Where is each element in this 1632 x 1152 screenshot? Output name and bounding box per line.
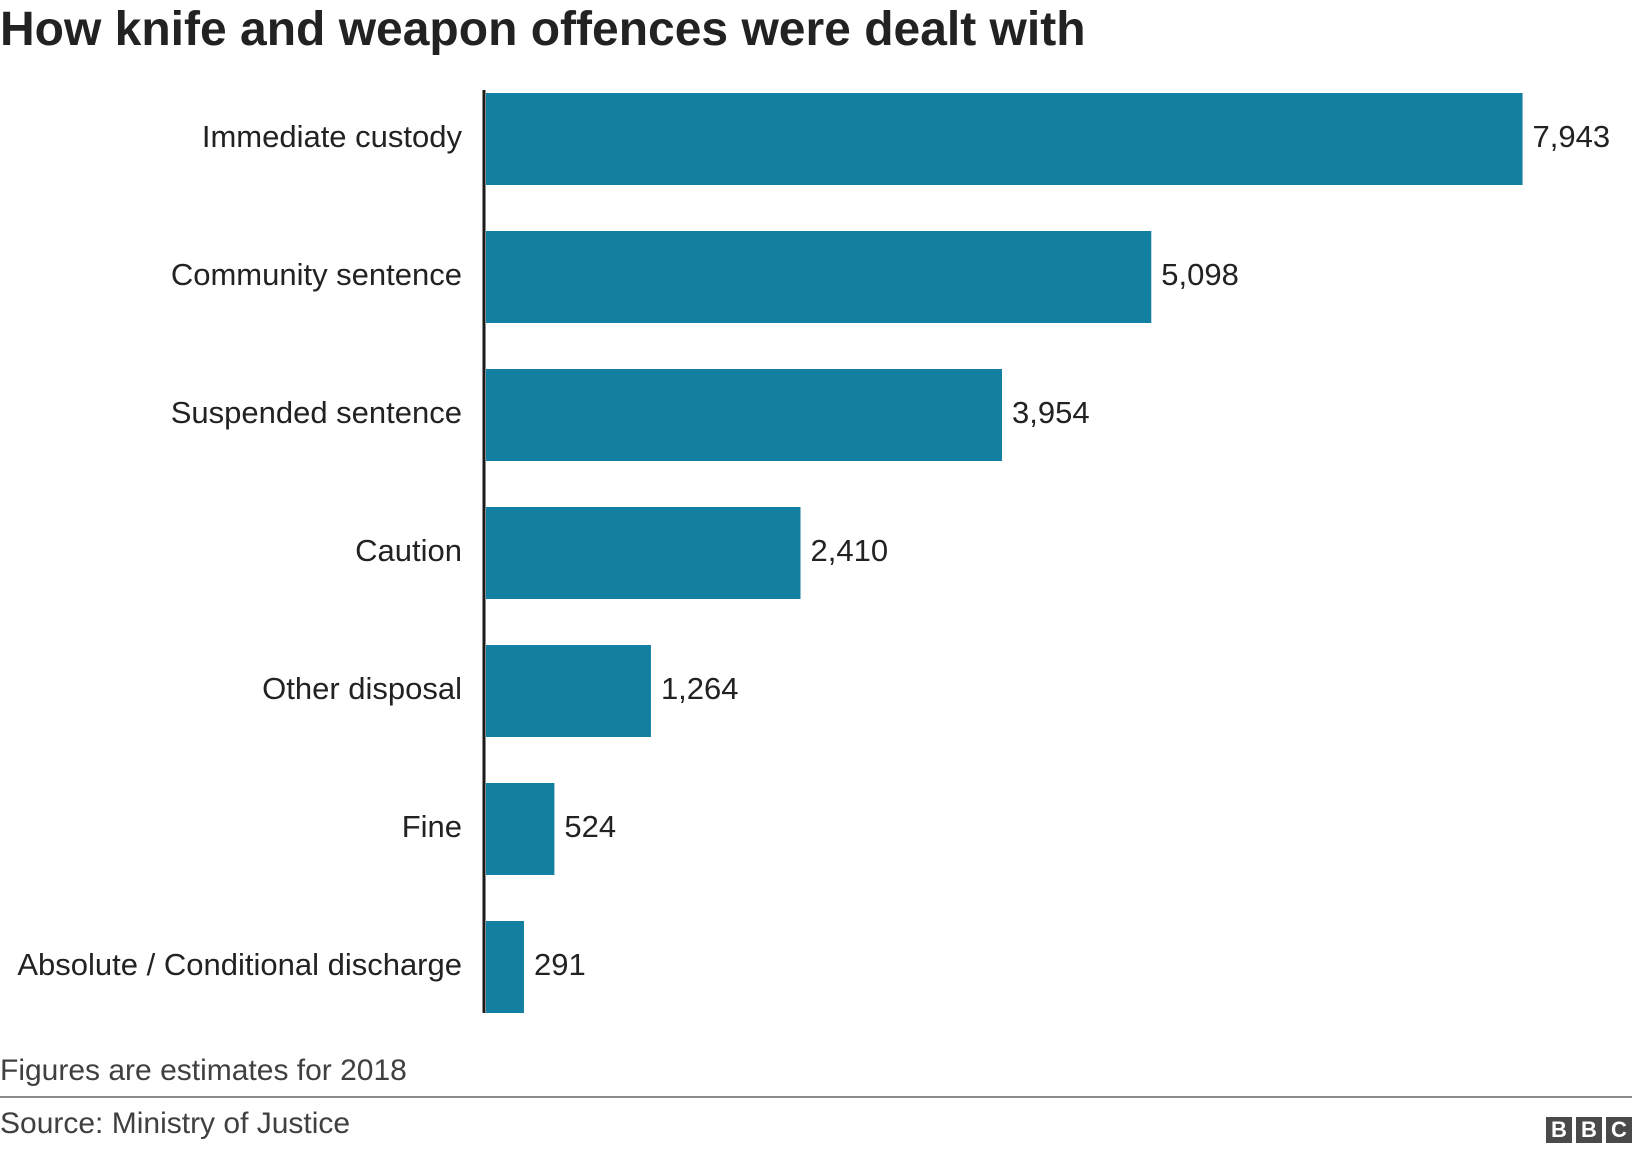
value-label: 524 (564, 809, 616, 844)
category-label: Caution (355, 533, 462, 568)
chart-source: Source: Ministry of Justice (0, 1107, 351, 1140)
bar (486, 231, 1152, 323)
bbc-logo-letter: B (1576, 1117, 1602, 1143)
value-label: 7,943 (1533, 119, 1611, 154)
bar (486, 93, 1523, 185)
bar-chart: Immediate custody 7,943 Community sentence… (17, 90, 1610, 1013)
bars-layer: Immediate custody 7,943 Community sentence… (17, 93, 1610, 1013)
category-label: Other disposal (262, 671, 462, 706)
value-label: 3,954 (1012, 395, 1090, 430)
category-label: Suspended sentence (171, 395, 462, 430)
bar (486, 783, 555, 875)
chart-footnote: Figures are estimates for 2018 (0, 1054, 407, 1087)
chart-title: How knife and weapon offences were dealt… (0, 3, 1086, 56)
footer-divider (0, 1096, 1632, 1098)
category-label: Community sentence (171, 257, 462, 292)
value-label: 291 (534, 947, 586, 982)
bar (486, 507, 801, 599)
value-label: 2,410 (811, 533, 889, 568)
bar (486, 645, 651, 737)
value-label: 1,264 (661, 671, 739, 706)
category-label: Absolute / Conditional discharge (17, 947, 462, 982)
category-label: Immediate custody (202, 119, 463, 154)
bar (486, 921, 524, 1013)
value-label: 5,098 (1161, 257, 1239, 292)
bar (486, 369, 1002, 461)
bbc-logo: B B C (1546, 1117, 1632, 1143)
category-label: Fine (402, 809, 462, 844)
bbc-logo-letter: B (1546, 1117, 1572, 1143)
bbc-logo-letter: C (1606, 1117, 1632, 1143)
